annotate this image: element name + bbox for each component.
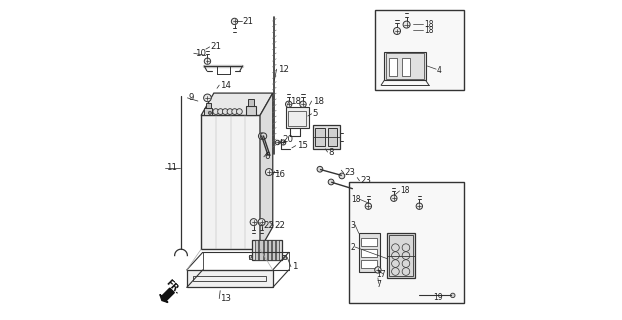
Text: 20: 20 [282,135,294,144]
Circle shape [213,109,219,115]
Circle shape [266,169,272,176]
Text: 18: 18 [290,97,301,106]
Bar [272,240,275,260]
Circle shape [231,18,238,25]
Bar [248,99,254,106]
Text: 9: 9 [188,93,193,102]
Text: 22: 22 [274,221,285,230]
Circle shape [394,28,401,35]
Bar [187,270,273,287]
Polygon shape [201,93,273,116]
Text: 11: 11 [166,164,177,172]
Circle shape [300,101,306,108]
Bar [384,52,425,80]
Bar [386,53,424,79]
Text: 23: 23 [360,176,371,185]
Text: 18: 18 [313,97,323,106]
Bar [259,240,262,260]
Text: 14: 14 [220,81,231,90]
Bar [282,255,285,259]
Circle shape [350,187,356,192]
Bar [361,249,377,257]
Circle shape [450,293,455,298]
Circle shape [232,109,238,115]
Circle shape [223,109,228,115]
Bar [255,240,258,260]
Circle shape [204,58,211,64]
Text: 21: 21 [243,17,254,26]
Text: 18: 18 [424,20,434,29]
Bar [389,58,397,76]
Text: 18: 18 [400,186,410,195]
Circle shape [208,111,211,115]
Text: 3: 3 [351,221,356,230]
Bar [313,125,340,149]
Circle shape [374,267,381,273]
Text: 7: 7 [376,280,381,289]
Circle shape [261,133,267,139]
Circle shape [281,140,286,145]
Circle shape [285,101,292,108]
Text: 21: 21 [211,42,221,52]
Circle shape [276,140,280,145]
Text: 8: 8 [328,148,334,156]
Bar [361,260,377,268]
Circle shape [203,94,211,102]
Bar [315,128,325,146]
Text: 18: 18 [424,27,434,36]
Bar [349,182,464,303]
Bar [328,128,337,146]
Polygon shape [160,288,174,302]
Bar [264,240,267,260]
Bar [201,116,260,249]
Circle shape [416,203,422,209]
Bar [205,108,212,116]
Text: 1: 1 [292,262,297,271]
Circle shape [227,109,233,115]
Bar [246,106,256,116]
Text: 16: 16 [274,170,285,179]
Circle shape [258,219,265,226]
Text: 2: 2 [351,243,356,252]
Text: 17: 17 [376,270,386,279]
Bar [206,103,211,108]
Bar [249,255,252,259]
Circle shape [218,109,223,115]
Bar [276,240,279,260]
Bar [267,240,271,260]
Bar [361,238,377,246]
Bar [388,233,414,278]
Circle shape [391,195,397,201]
Bar [402,58,410,76]
Circle shape [403,21,410,28]
Bar [193,276,266,281]
Text: FR.: FR. [164,278,182,296]
Text: 5: 5 [313,109,318,118]
Polygon shape [260,93,273,249]
Circle shape [365,203,371,209]
Circle shape [250,219,257,226]
Bar [359,233,379,271]
Text: 4: 4 [437,66,442,75]
Circle shape [328,179,334,185]
Circle shape [339,173,345,179]
Text: 18: 18 [351,195,360,204]
Circle shape [258,133,265,139]
Text: 6: 6 [265,152,271,161]
Text: 23: 23 [345,168,355,177]
Bar [374,10,464,90]
Text: 10: 10 [195,49,206,58]
Text: 13: 13 [220,294,231,303]
Text: 22: 22 [263,221,274,230]
Circle shape [236,109,242,115]
Bar [389,235,413,276]
Text: 19: 19 [434,292,443,301]
Circle shape [317,166,323,172]
Text: 15: 15 [297,141,308,150]
Bar [252,240,282,260]
Text: 12: 12 [277,65,289,74]
Bar [288,111,305,125]
Bar [285,108,309,128]
